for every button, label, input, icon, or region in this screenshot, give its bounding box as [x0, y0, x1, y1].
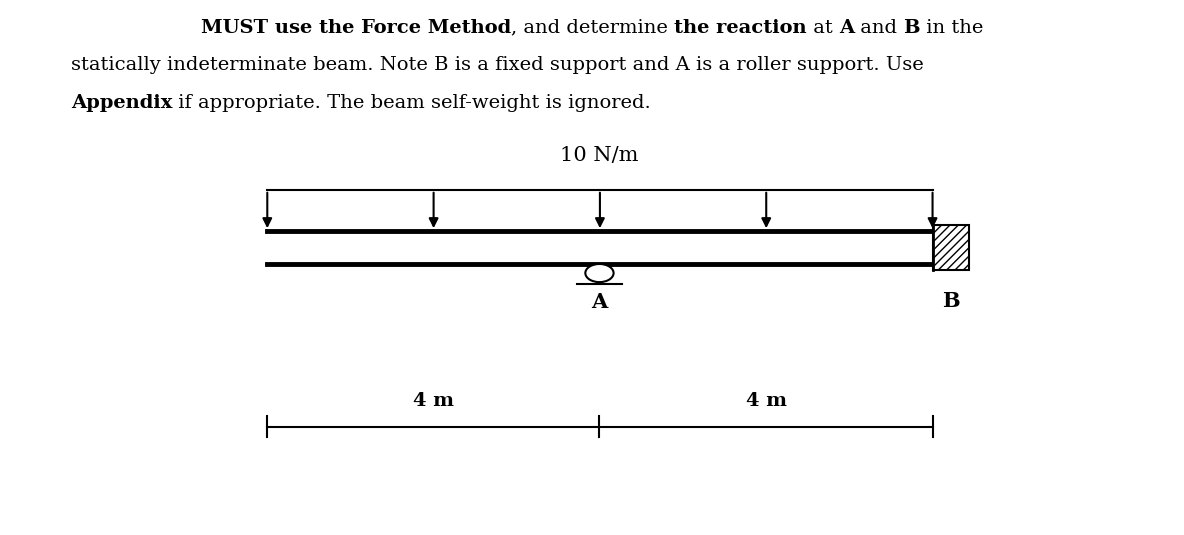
Text: B: B	[942, 291, 960, 311]
Text: and: and	[854, 19, 903, 37]
Text: 4 m: 4 m	[746, 392, 786, 410]
Ellipse shape	[585, 264, 613, 282]
Text: , and determine: , and determine	[511, 19, 674, 37]
Text: A: A	[591, 293, 607, 312]
Text: statically indeterminate beam. Note B is a fixed support and A is a roller suppo: statically indeterminate beam. Note B is…	[71, 56, 924, 74]
Text: 10 N/m: 10 N/m	[560, 146, 638, 165]
Text: 4 m: 4 m	[413, 392, 453, 410]
Bar	[268, 231, 933, 264]
Text: Appendix: Appendix	[71, 94, 173, 112]
Text: A: A	[838, 19, 854, 37]
Text: MUST use the Force Method: MUST use the Force Method	[201, 19, 511, 37]
Text: at: at	[806, 19, 838, 37]
Text: B: B	[903, 19, 920, 37]
Text: in the: in the	[920, 19, 983, 37]
Text: the reaction: the reaction	[674, 19, 806, 37]
Bar	[933, 225, 970, 270]
Text: if appropriate. The beam self-weight is ignored.: if appropriate. The beam self-weight is …	[173, 94, 651, 112]
